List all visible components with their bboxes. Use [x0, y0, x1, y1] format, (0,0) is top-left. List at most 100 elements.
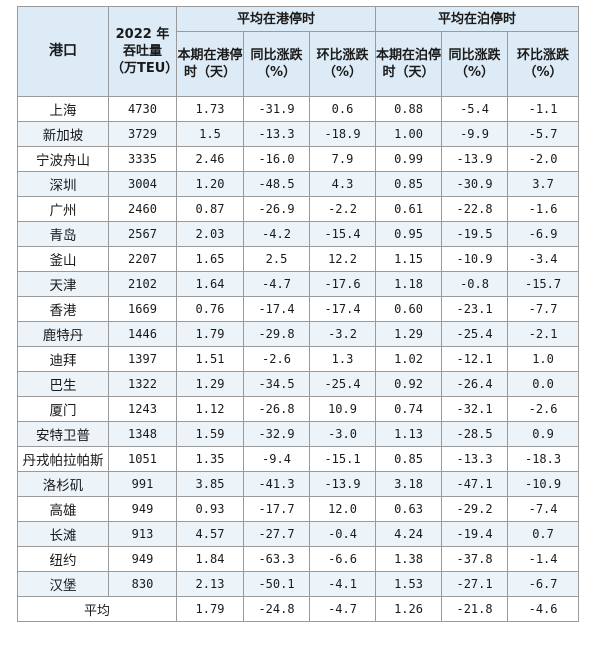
cell-berth-current: 1.38: [375, 546, 443, 572]
cell-port-yoy: -50.1: [243, 571, 310, 597]
average-berth-mom: -4.6: [507, 596, 580, 622]
cell-port: 鹿特丹: [17, 321, 109, 347]
cell-throughput: 1397: [108, 346, 177, 372]
cell-port-yoy: -48.5: [243, 171, 310, 197]
table-row: 青岛 2567 2.03 -4.2 -15.4 0.95 -19.5 -6.9: [17, 221, 580, 247]
cell-port-current: 4.57: [176, 521, 244, 547]
cell-berth-mom: -6.9: [507, 221, 580, 247]
average-row: 平均 1.79 -24.8 -4.7 1.26 -21.8 -4.6: [17, 596, 580, 622]
cell-berth-mom: 0.0: [507, 371, 580, 397]
cell-throughput: 949: [108, 546, 177, 572]
cell-berth-mom: -10.9: [507, 471, 580, 497]
cell-berth-current: 1.13: [375, 421, 443, 447]
table-row: 新加坡 3729 1.5 -13.3 -18.9 1.00 -9.9 -5.7: [17, 121, 580, 147]
cell-port-yoy: -41.3: [243, 471, 310, 497]
cell-port-yoy: -2.6: [243, 346, 310, 372]
cell-berth-current: 0.95: [375, 221, 443, 247]
cell-port-yoy: -26.8: [243, 396, 310, 422]
cell-port-current: 2.03: [176, 221, 244, 247]
cell-berth-yoy: -13.9: [441, 146, 509, 172]
cell-port-mom: -25.4: [308, 371, 377, 397]
table-row: 长滩 913 4.57 -27.7 -0.4 4.24 -19.4 0.7: [17, 521, 580, 547]
cell-port: 上海: [17, 96, 109, 122]
cell-port-yoy: -9.4: [243, 446, 310, 472]
cell-throughput: 1322: [108, 371, 177, 397]
cell-port-yoy: -17.4: [243, 296, 310, 322]
cell-berth-yoy: -27.1: [441, 571, 509, 597]
cell-port-mom: -15.1: [308, 446, 377, 472]
cell-berth-yoy: -26.4: [441, 371, 509, 397]
cell-throughput: 1669: [108, 296, 177, 322]
cell-berth-mom: 3.7: [507, 171, 580, 197]
table-footer: 平均 1.79 -24.8 -4.7 1.26 -21.8 -4.6: [17, 596, 580, 622]
cell-throughput: 830: [108, 571, 177, 597]
table-row: 香港 1669 0.76 -17.4 -17.4 0.60 -23.1 -7.7: [17, 296, 580, 322]
table-row: 上海 4730 1.73 -31.9 0.6 0.88 -5.4 -1.1: [17, 96, 580, 122]
table-header: 港口 2022 年吞吐量（万TEU） 平均在港停时 平均在泊停时 本期在港停时（…: [17, 6, 580, 97]
cell-port-mom: 12.2: [308, 246, 377, 272]
average-port-current: 1.79: [176, 596, 244, 622]
cell-port-mom: -15.4: [308, 221, 377, 247]
cell-throughput: 991: [108, 471, 177, 497]
cell-berth-yoy: -32.1: [441, 396, 509, 422]
table-row: 厦门 1243 1.12 -26.8 10.9 0.74 -32.1 -2.6: [17, 396, 580, 422]
cell-berth-yoy: -47.1: [441, 471, 509, 497]
cell-port-current: 2.13: [176, 571, 244, 597]
cell-port-mom: 0.6: [308, 96, 377, 122]
cell-berth-yoy: -37.8: [441, 546, 509, 572]
cell-port: 洛杉矶: [17, 471, 109, 497]
header-berth-yoy: 同比涨跌（%）: [441, 31, 509, 97]
cell-port-current: 1.35: [176, 446, 244, 472]
cell-berth-yoy: -19.4: [441, 521, 509, 547]
header-berth-dwell-group: 平均在泊停时: [375, 6, 580, 32]
cell-berth-yoy: -23.1: [441, 296, 509, 322]
table-body: 上海 4730 1.73 -31.9 0.6 0.88 -5.4 -1.1 新加坡 3729 1.5…: [17, 96, 580, 597]
cell-berth-mom: 0.7: [507, 521, 580, 547]
cell-port-current: 0.87: [176, 196, 244, 222]
cell-berth-current: 0.88: [375, 96, 443, 122]
cell-port-current: 2.46: [176, 146, 244, 172]
cell-port: 丹戎帕拉帕斯: [17, 446, 109, 472]
cell-port-mom: -3.2: [308, 321, 377, 347]
cell-berth-current: 0.85: [375, 171, 443, 197]
header-port: 港口: [17, 6, 109, 97]
cell-port: 宁波舟山: [17, 146, 109, 172]
cell-berth-current: 1.15: [375, 246, 443, 272]
cell-berth-yoy: -12.1: [441, 346, 509, 372]
cell-berth-current: 4.24: [375, 521, 443, 547]
cell-port: 深圳: [17, 171, 109, 197]
table-row: 天津 2102 1.64 -4.7 -17.6 1.18 -0.8 -15.7: [17, 271, 580, 297]
average-berth-current: 1.26: [375, 596, 443, 622]
table-row: 安特卫普 1348 1.59 -32.9 -3.0 1.13 -28.5 0.9: [17, 421, 580, 447]
cell-port-yoy: -31.9: [243, 96, 310, 122]
cell-port: 巴生: [17, 371, 109, 397]
cell-berth-mom: -1.6: [507, 196, 580, 222]
cell-port-current: 1.64: [176, 271, 244, 297]
cell-port-yoy: 2.5: [243, 246, 310, 272]
cell-port-yoy: -4.7: [243, 271, 310, 297]
cell-berth-current: 0.92: [375, 371, 443, 397]
cell-port-current: 0.93: [176, 496, 244, 522]
cell-berth-yoy: -5.4: [441, 96, 509, 122]
cell-berth-current: 0.85: [375, 446, 443, 472]
cell-berth-current: 1.02: [375, 346, 443, 372]
cell-port-mom: -2.2: [308, 196, 377, 222]
cell-throughput: 4730: [108, 96, 177, 122]
port-dwell-time-table: 港口 2022 年吞吐量（万TEU） 平均在港停时 平均在泊停时 本期在港停时（…: [17, 6, 580, 622]
cell-berth-yoy: -30.9: [441, 171, 509, 197]
cell-berth-mom: -1.4: [507, 546, 580, 572]
cell-throughput: 1446: [108, 321, 177, 347]
cell-port-mom: 1.3: [308, 346, 377, 372]
cell-port-current: 1.73: [176, 96, 244, 122]
cell-port-mom: -6.6: [308, 546, 377, 572]
header-port-mom: 环比涨跌（%）: [308, 31, 377, 97]
table-row: 广州 2460 0.87 -26.9 -2.2 0.61 -22.8 -1.6: [17, 196, 580, 222]
table-row: 洛杉矶 991 3.85 -41.3 -13.9 3.18 -47.1 -10.9: [17, 471, 580, 497]
cell-port-current: 1.51: [176, 346, 244, 372]
cell-port: 天津: [17, 271, 109, 297]
cell-berth-mom: 1.0: [507, 346, 580, 372]
cell-berth-yoy: -19.5: [441, 221, 509, 247]
cell-berth-mom: -6.7: [507, 571, 580, 597]
header-berth-current: 本期在泊停时（天）: [375, 31, 443, 97]
cell-port-current: 1.5: [176, 121, 244, 147]
